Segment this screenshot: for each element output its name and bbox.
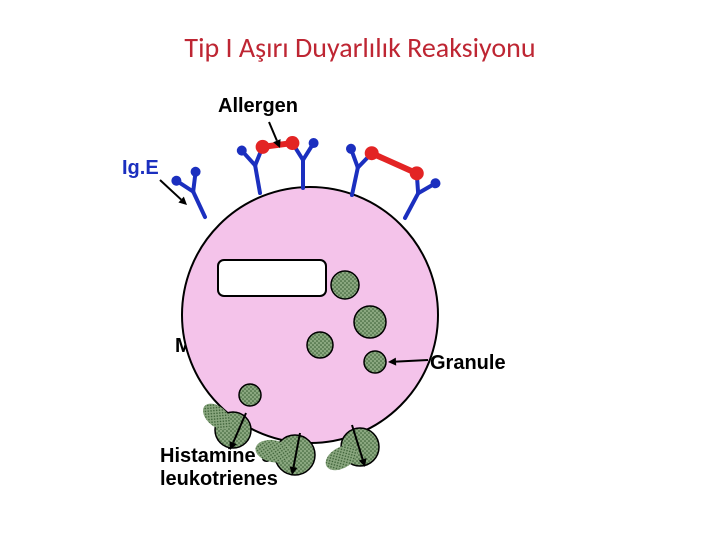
allergen-arrow [269,122,277,141]
allergen-dot [410,166,424,180]
allergen-dot [365,146,379,160]
granule-inside [364,351,386,373]
allergen-dot [256,140,270,154]
allergen-dot [285,136,299,150]
mast-cell-body [182,187,438,443]
ige-receptor [236,141,275,196]
diagram-svg [0,0,720,540]
granule-inside [331,271,359,299]
nucleus-box [218,260,326,296]
granule-release [239,384,261,406]
allergen-bridge [372,153,417,173]
ige-receptor [170,165,219,223]
diagram-stage: Tip I Aşırı Duyarlılık Reaksiyonu Allerg… [0,0,720,540]
granule-inside [307,332,333,358]
granule-inside [354,306,386,338]
